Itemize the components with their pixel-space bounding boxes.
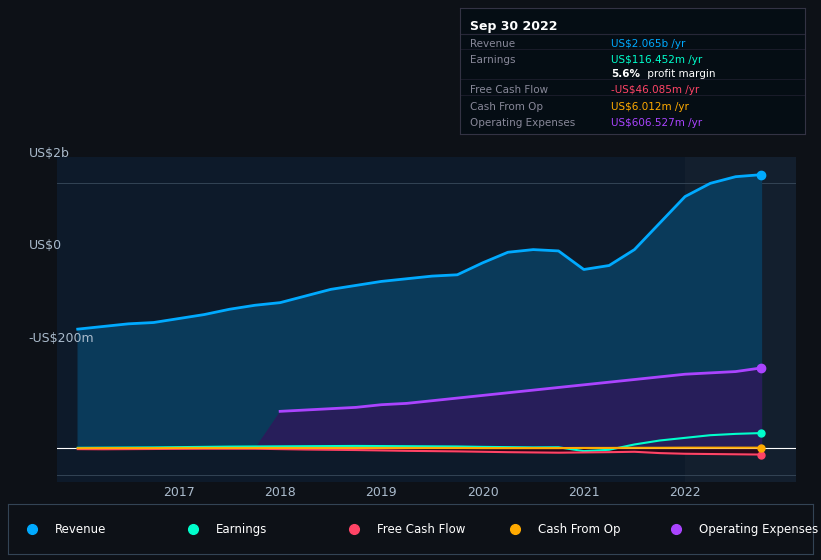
Text: US$0: US$0	[29, 239, 62, 252]
Text: Free Cash Flow: Free Cash Flow	[470, 85, 548, 95]
Text: Cash From Op: Cash From Op	[538, 522, 620, 536]
Text: US$2.065b /yr: US$2.065b /yr	[612, 39, 686, 49]
Text: Free Cash Flow: Free Cash Flow	[377, 522, 465, 536]
Text: profit margin: profit margin	[644, 69, 716, 79]
Text: Cash From Op: Cash From Op	[470, 102, 544, 111]
Text: US$2b: US$2b	[29, 147, 70, 160]
Text: Revenue: Revenue	[55, 522, 106, 536]
Text: Revenue: Revenue	[470, 39, 516, 49]
Bar	[685, 157, 796, 482]
Text: Earnings: Earnings	[470, 55, 516, 65]
Text: -US$46.085m /yr: -US$46.085m /yr	[612, 85, 699, 95]
Text: 5.6%: 5.6%	[612, 69, 640, 79]
Text: Earnings: Earnings	[216, 522, 267, 536]
Text: Operating Expenses: Operating Expenses	[470, 118, 576, 128]
Text: Operating Expenses: Operating Expenses	[699, 522, 818, 536]
Text: US$606.527m /yr: US$606.527m /yr	[612, 118, 703, 128]
Text: US$116.452m /yr: US$116.452m /yr	[612, 55, 703, 65]
Text: US$6.012m /yr: US$6.012m /yr	[612, 102, 690, 111]
Text: -US$200m: -US$200m	[29, 332, 94, 344]
Text: Sep 30 2022: Sep 30 2022	[470, 20, 557, 32]
